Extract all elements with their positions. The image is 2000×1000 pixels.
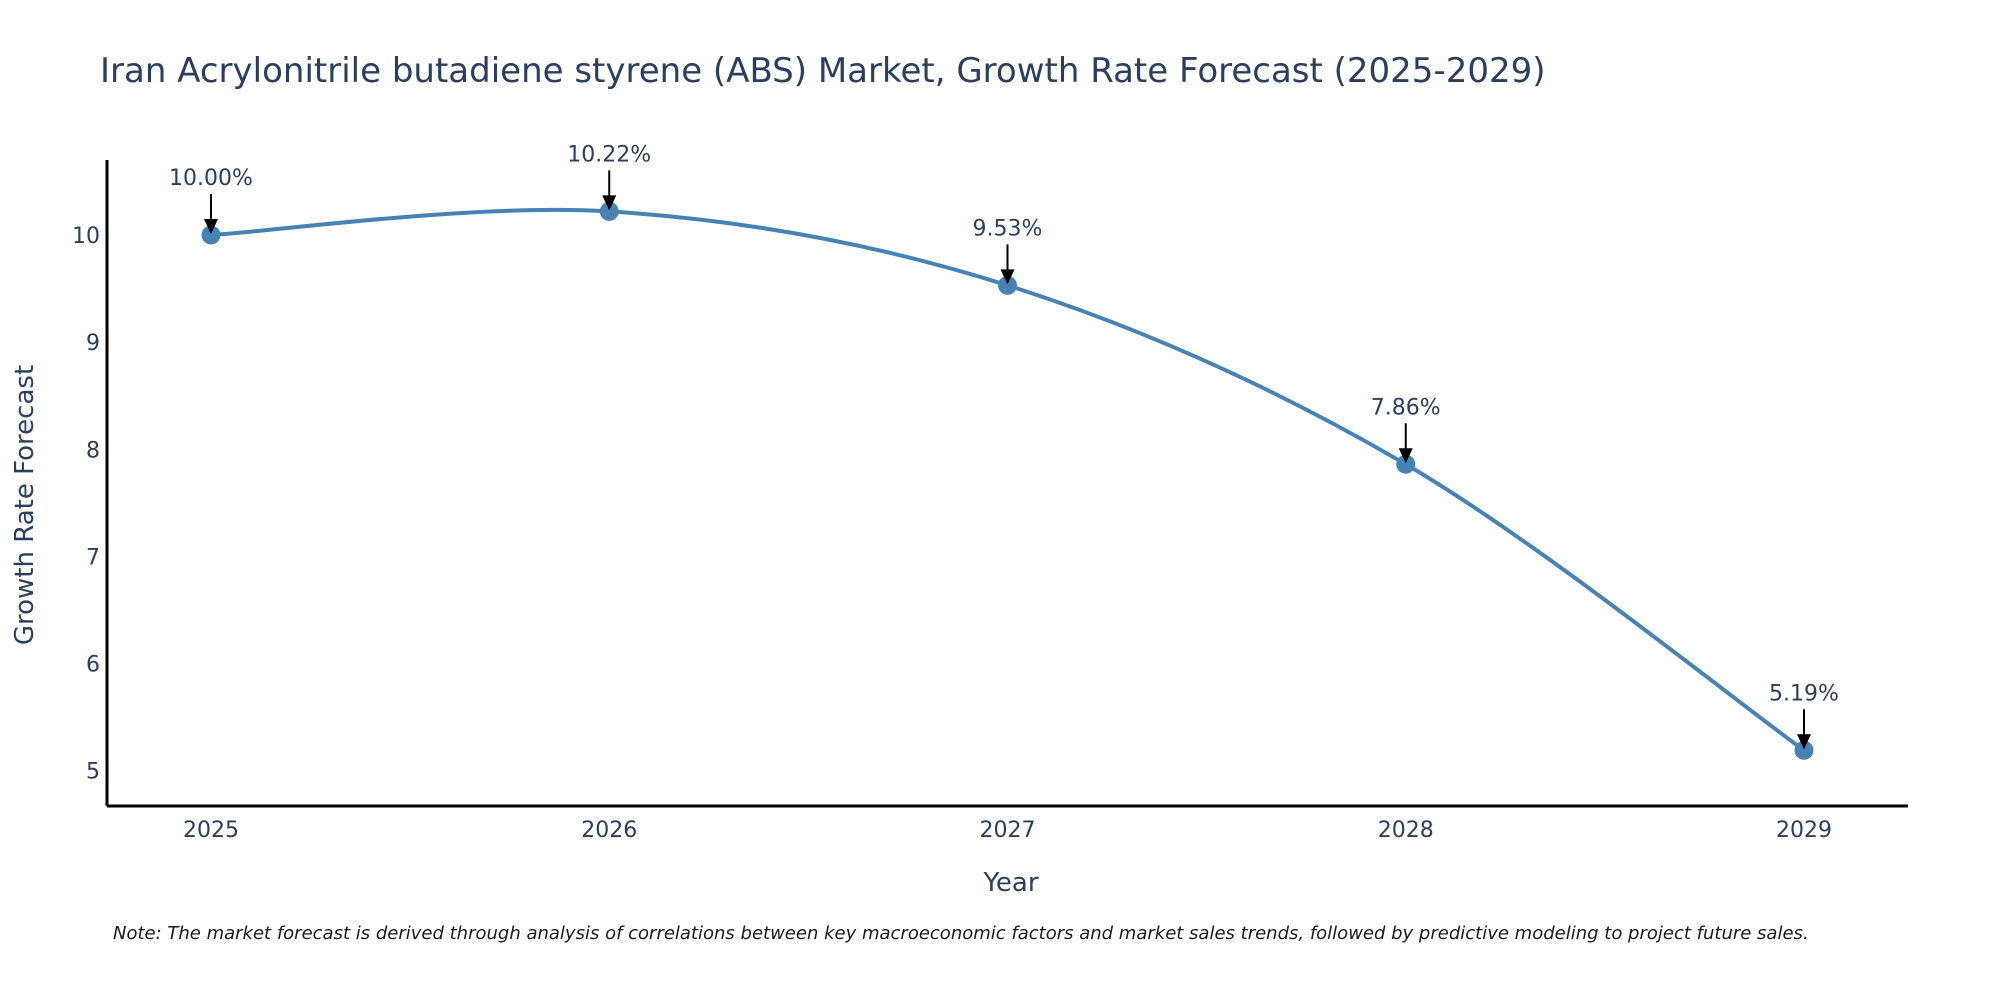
footnote: Note: The market forecast is derived thr… <box>113 923 1809 944</box>
chart-title: Iran Acrylonitrile butadiene styrene (AB… <box>100 51 1546 91</box>
x-tick-label: 2029 <box>1776 818 1832 843</box>
data-markers <box>201 201 1814 760</box>
data-point-marker <box>201 225 221 245</box>
y-tick-label: 9 <box>86 331 100 356</box>
data-point-marker <box>998 275 1017 295</box>
annotation-arrowhead <box>602 195 617 211</box>
y-tick-label: 10 <box>72 224 100 249</box>
annotation-arrowhead <box>1398 448 1413 464</box>
annotation-arrowhead <box>204 218 218 234</box>
x-axis-ticks: 2025 2026 2027 2028 2029 <box>183 818 1832 843</box>
y-axis-title: Growth Rate Forecast <box>10 365 40 645</box>
x-axis-title: Year <box>982 868 1038 898</box>
annotation-arrowhead <box>1000 269 1015 285</box>
annotation-arrowhead <box>1797 734 1811 750</box>
y-tick-label: 5 <box>86 760 100 785</box>
y-tick-label: 8 <box>86 438 100 463</box>
x-tick-label: 2025 <box>183 818 239 843</box>
data-label: 10.00% <box>169 166 253 191</box>
y-tick-label: 6 <box>86 653 100 678</box>
y-tick-label: 7 <box>86 545 100 570</box>
data-point-marker <box>599 201 619 221</box>
data-label: 9.53% <box>973 216 1043 241</box>
x-tick-label: 2028 <box>1378 818 1434 843</box>
x-tick-label: 2026 <box>581 818 637 843</box>
y-axis-ticks: 5 6 7 8 9 10 <box>72 224 100 785</box>
data-point-marker <box>1396 454 1416 474</box>
data-point-marker <box>1794 740 1814 760</box>
x-tick-label: 2027 <box>980 818 1036 843</box>
data-label: 7.86% <box>1371 395 1441 420</box>
data-label: 5.19% <box>1769 681 1839 706</box>
data-annotations: 10.00% 10.22% 9.53% 7.86% 5.19% <box>169 142 1839 750</box>
data-label: 10.22% <box>567 142 651 167</box>
